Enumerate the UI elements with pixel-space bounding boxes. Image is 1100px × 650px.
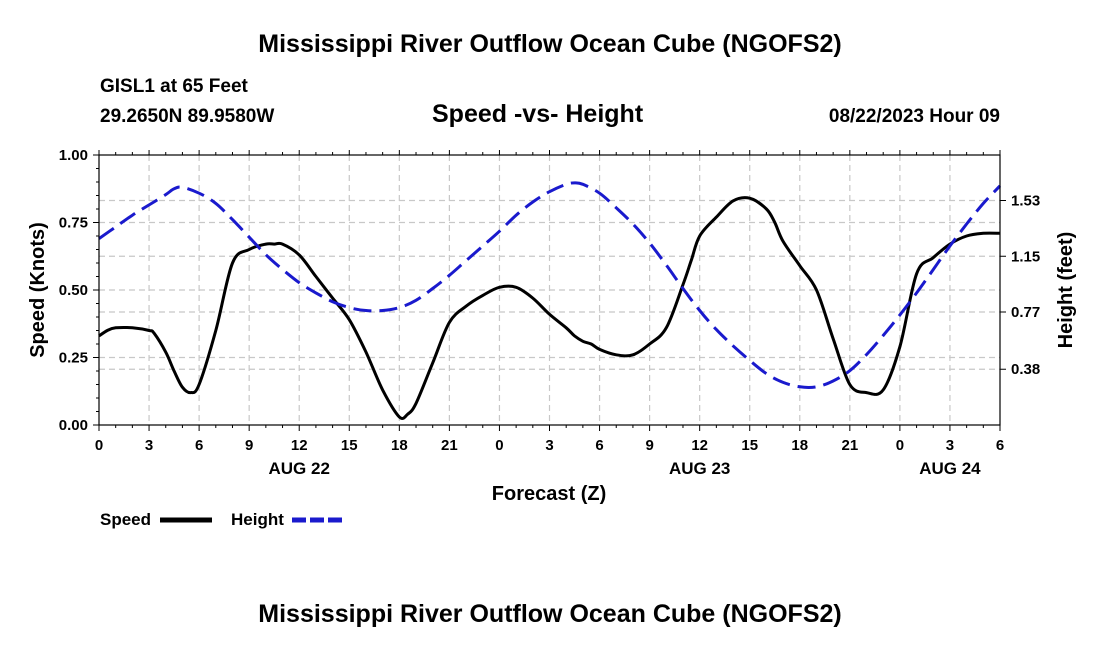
series-layer — [98, 181, 1002, 420]
y-tick-label: 0.75 — [59, 215, 88, 232]
x-tick-label: 0 — [495, 437, 503, 454]
station-label: GISL1 at 65 Feet — [100, 76, 248, 97]
x-tick-label: 21 — [441, 437, 458, 454]
x-tick-label: 12 — [291, 437, 308, 454]
forecast-datetime: 08/22/2023 Hour 09 — [828, 106, 1000, 127]
station-coords: 29.2650N 89.9580W — [100, 106, 275, 127]
tick-layer: 0 3 6 9 12 15 18 21 0 3 6 9 12 15 18 21 0 3 6 AUG 22 AUG 23 A… — [59, 147, 1040, 478]
y-axis-label-right: Height (feet) — [1055, 232, 1077, 349]
speed-series-line — [98, 196, 1001, 420]
x-tick-label: 0 — [896, 437, 904, 454]
x-tick-label: 15 — [741, 437, 758, 454]
grid-layer — [99, 155, 1000, 425]
y-right-tick-label: 0.77 — [1011, 304, 1040, 321]
y-tick-label: 0.25 — [59, 350, 88, 367]
x-tick-label: 18 — [391, 437, 408, 454]
x-date-label: AUG 23 — [669, 459, 730, 478]
legend: Speed Height — [100, 510, 342, 529]
footer-title: Mississippi River Outflow Ocean Cube (NG… — [258, 600, 842, 628]
x-tick-label: 3 — [145, 437, 153, 454]
y-tick-label: 0.00 — [59, 417, 88, 434]
x-tick-label: 12 — [691, 437, 708, 454]
y-tick-label: 1.00 — [59, 147, 88, 164]
x-date-label: AUG 22 — [269, 459, 330, 478]
legend-height-label: Height — [231, 510, 284, 529]
x-tick-label: 6 — [195, 437, 203, 454]
y-tick-label: 0.50 — [59, 282, 88, 299]
x-tick-label: 18 — [791, 437, 808, 454]
chart-subtitle: Speed -vs- Height — [432, 100, 644, 128]
x-tick-label: 6 — [595, 437, 603, 454]
height-series-line — [98, 181, 1002, 389]
x-tick-label: 0 — [95, 437, 103, 454]
chart-title: Mississippi River Outflow Ocean Cube (NG… — [258, 30, 842, 58]
y-right-tick-label: 0.38 — [1011, 361, 1040, 378]
x-tick-label: 9 — [645, 437, 653, 454]
x-tick-label: 3 — [946, 437, 954, 454]
x-tick-label: 21 — [841, 437, 858, 454]
y-right-tick-label: 1.15 — [1011, 248, 1040, 265]
x-date-label: AUG 24 — [919, 459, 981, 478]
legend-speed-label: Speed — [100, 510, 151, 529]
x-axis-label: Forecast (Z) — [492, 483, 606, 505]
x-tick-label: 3 — [545, 437, 553, 454]
x-tick-label: 6 — [996, 437, 1004, 454]
x-tick-label: 9 — [245, 437, 253, 454]
y-axis-label-left: Speed (Knots) — [27, 222, 49, 358]
y-right-tick-label: 1.53 — [1011, 192, 1040, 209]
x-tick-label: 15 — [341, 437, 358, 454]
